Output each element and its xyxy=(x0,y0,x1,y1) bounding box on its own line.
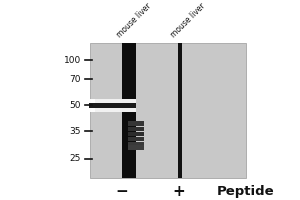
Bar xyxy=(94,99,133,112)
Text: 70: 70 xyxy=(70,75,81,84)
Text: −: − xyxy=(115,184,128,199)
Bar xyxy=(178,43,182,178)
Bar xyxy=(88,103,136,108)
Bar xyxy=(88,99,136,112)
Text: +: + xyxy=(172,184,185,199)
Bar xyxy=(122,43,136,178)
Text: mouse liver: mouse liver xyxy=(169,2,208,40)
Text: 25: 25 xyxy=(70,154,81,163)
Bar xyxy=(128,137,145,141)
Text: mouse liver: mouse liver xyxy=(116,2,154,40)
Bar xyxy=(90,43,246,178)
Bar xyxy=(128,145,145,150)
Bar xyxy=(128,127,145,131)
Text: 50: 50 xyxy=(70,101,81,110)
Text: 100: 100 xyxy=(64,56,81,65)
Bar xyxy=(128,142,145,146)
Bar xyxy=(128,132,145,136)
Bar xyxy=(128,121,145,126)
Text: 35: 35 xyxy=(70,127,81,136)
Text: Peptide: Peptide xyxy=(217,185,275,198)
